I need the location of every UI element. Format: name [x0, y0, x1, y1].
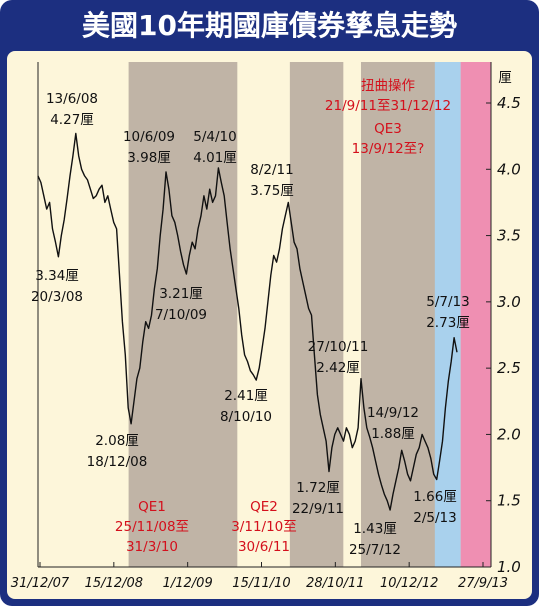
annotation-value: 2.42厘: [316, 360, 360, 376]
x-tick-label: 10/12/12: [380, 576, 438, 591]
period-dates: 3/11/10至: [231, 519, 297, 535]
y-tick-label: 4.0: [497, 160, 521, 178]
shaded-period-0: [128, 62, 238, 567]
annotation-value: 2.08厘: [95, 433, 139, 449]
annotation-value: 1.66厘: [413, 489, 457, 505]
annotation-date: 25/7/12: [349, 542, 401, 558]
annotation-value: 2.41厘: [224, 388, 268, 404]
y-axis-unit: 厘: [498, 70, 512, 86]
period-dates: 30/6/11: [238, 539, 290, 555]
annotation-date: 10/6/09: [123, 129, 175, 145]
period-label: QE1: [138, 499, 166, 515]
shaded-period-3: [434, 62, 461, 567]
x-tick-label: 31/12/07: [11, 576, 70, 591]
x-tick-label: 27/9/13: [458, 576, 508, 591]
annotation-value: 4.27厘: [50, 112, 94, 128]
x-tick-label: 15/11/10: [232, 576, 290, 591]
x-tick-label: 1/12/09: [163, 576, 213, 591]
period-label: 扭曲操作: [361, 78, 415, 94]
period-dates: 25/11/08至: [115, 519, 189, 535]
x-tick-label: 28/10/11: [306, 576, 364, 591]
annotation-date: 7/10/09: [155, 307, 207, 323]
annotation-date: 22/9/11: [292, 501, 344, 517]
period-dates: 13/9/12至?: [352, 141, 425, 157]
shaded-period-1: [289, 62, 344, 567]
annotation-value: 2.73厘: [426, 315, 470, 331]
annotation-date: 8/10/10: [220, 409, 272, 425]
annotation-date: 18/12/08: [87, 454, 148, 470]
y-tick-label: 1.5: [497, 492, 521, 510]
annotation-date: 27/10/11: [308, 339, 369, 355]
annotation-value: 1.88厘: [371, 426, 415, 442]
x-tick-label: 15/12/08: [85, 576, 143, 591]
y-tick-label: 4.5: [497, 94, 521, 112]
yield-series-line: [37, 132, 458, 511]
annotation-value: 3.98厘: [127, 150, 171, 166]
period-dates: 31/3/10: [126, 539, 178, 555]
y-tick-label: 3.5: [497, 227, 521, 245]
annotation-value: 1.43厘: [353, 521, 397, 537]
period-label: QE3: [374, 121, 402, 137]
annotation-date: 13/6/08: [46, 91, 98, 107]
period-label: QE2: [250, 499, 278, 515]
annotation-date: 5/7/13: [426, 294, 469, 310]
period-dates: 21/9/11至31/12/12: [325, 98, 451, 114]
annotation-value: 3.34厘: [35, 268, 79, 284]
annotation-date: 2/5/13: [413, 510, 456, 526]
annotation-date: 20/3/08: [31, 289, 83, 305]
chart-title: 美國10年期國庫債券孳息走勢: [82, 9, 457, 42]
annotation-date: 14/9/12: [367, 405, 419, 421]
shaded-periods: [128, 62, 491, 567]
y-tick-label: 2.0: [497, 425, 521, 443]
y-tick-label: 1.0: [497, 558, 521, 576]
annotation-value: 1.72厘: [296, 480, 340, 496]
shaded-period-4: [460, 62, 491, 567]
annotation-value: 4.01厘: [193, 150, 237, 166]
y-tick-label: 3.0: [497, 293, 521, 311]
annotation-date: 5/4/10: [193, 129, 236, 145]
annotation-value: 3.75厘: [250, 183, 294, 199]
annotation-date: 8/2/11: [250, 162, 293, 178]
y-tick-label: 2.5: [497, 359, 521, 377]
annotation-value: 3.21厘: [159, 286, 203, 302]
